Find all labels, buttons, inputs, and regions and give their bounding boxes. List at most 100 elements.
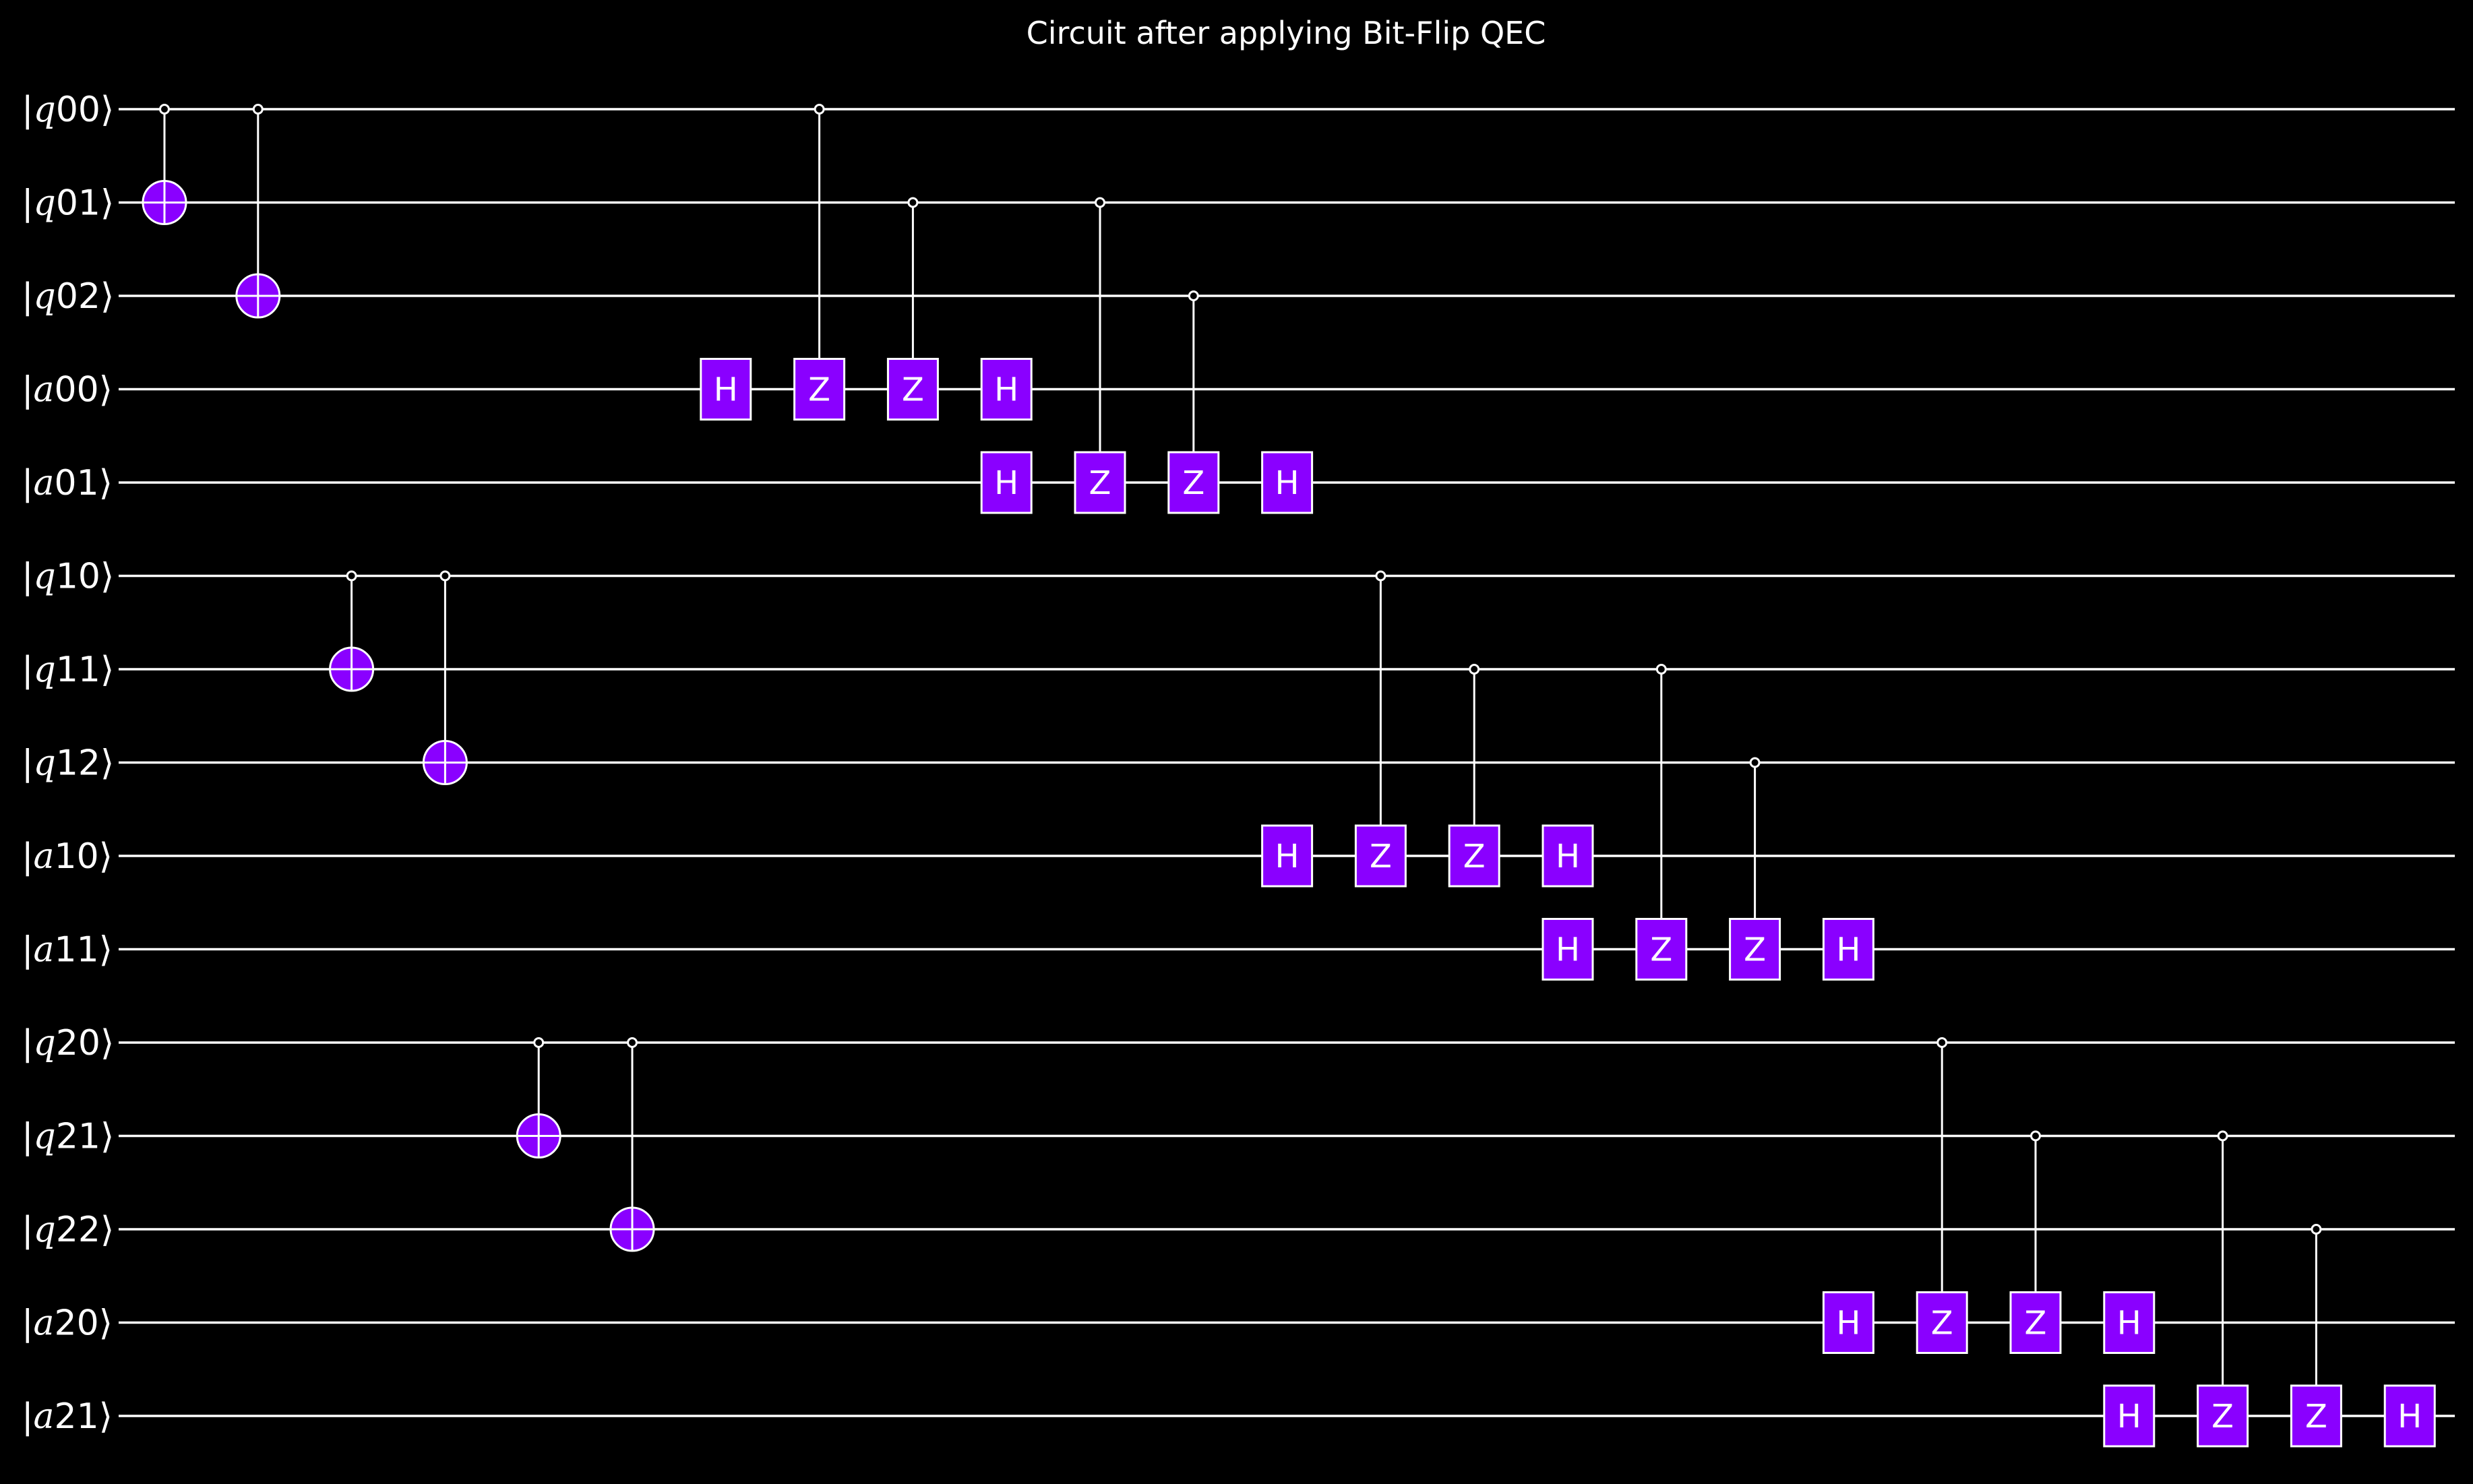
cz-control-dot — [1655, 664, 1667, 675]
h-gate: H — [1261, 824, 1314, 888]
cz-control-dot — [1749, 757, 1761, 768]
ket-open: | — [22, 1303, 34, 1344]
qubit-index: 11⟩ — [55, 930, 113, 970]
z-gate-box — [793, 358, 846, 421]
h-gate: H — [980, 451, 1033, 514]
z-gate-label: Z — [1931, 1305, 1953, 1342]
z-gate: Z — [2290, 1384, 2342, 1448]
ket-open: | — [22, 930, 34, 970]
qubit-var: a — [34, 1303, 55, 1344]
z-gate: Z — [1448, 824, 1500, 888]
ket-open: | — [22, 836, 34, 877]
z-gate: Z — [1167, 451, 1220, 514]
cnot-target — [329, 646, 375, 692]
h-gate: H — [1822, 918, 1874, 981]
cz-control-dot — [2311, 1224, 2322, 1235]
h-gate-label: H — [2398, 1398, 2422, 1435]
ket-open: | — [22, 1117, 34, 1157]
cx-control-dot — [627, 1037, 638, 1048]
h-gate: H — [1822, 1291, 1874, 1354]
cz-control-dot — [1375, 570, 1386, 582]
z-gate-label: Z — [808, 371, 830, 409]
z-gate-label: Z — [1463, 838, 1486, 875]
cx-control-dot — [252, 104, 264, 115]
z-gate-box — [1167, 451, 1220, 514]
cz-control-dot — [1188, 290, 1199, 301]
qubit-index: 10⟩ — [55, 836, 113, 877]
cz-control-dot — [1095, 197, 1105, 208]
qubit-index: 21⟩ — [55, 1396, 113, 1437]
z-gate-box — [2197, 1384, 2249, 1448]
qubit-var: q — [34, 90, 56, 130]
h-gate-label: H — [1556, 838, 1580, 875]
z-gate-label: Z — [1089, 464, 1111, 502]
ket-open: | — [22, 743, 34, 784]
z-gate-box — [886, 358, 939, 421]
qubit-index: 20⟩ — [55, 1303, 113, 1344]
qubit-label-q01: |q01⟩ — [22, 183, 114, 224]
z-gate: Z — [886, 358, 939, 421]
h-gate-box — [980, 451, 1033, 514]
ket-open: | — [22, 1210, 34, 1250]
h-gate-label: H — [1275, 838, 1300, 875]
ket-open: | — [22, 90, 34, 130]
qubit-label-q12: |q12⟩ — [22, 743, 114, 784]
qubit-label-q11: |q11⟩ — [22, 650, 114, 690]
qubit-index: 10⟩ — [56, 557, 114, 597]
qubit-index: 00⟩ — [56, 90, 114, 130]
h-gate: H — [2383, 1384, 2436, 1448]
z-gate-box — [2290, 1384, 2342, 1448]
h-gate-box — [1822, 918, 1874, 981]
h-gate: H — [700, 358, 752, 421]
qubit-var: a — [34, 930, 55, 970]
z-gate: Z — [1635, 918, 1688, 981]
z-gate: Z — [2197, 1384, 2249, 1448]
cx-control-dot — [439, 570, 451, 582]
h-gate-box — [2103, 1384, 2156, 1448]
qubit-label-q02: |q02⟩ — [22, 276, 114, 317]
qubit-label-q21: |q21⟩ — [22, 1117, 114, 1157]
cz-control-dot — [1469, 664, 1480, 675]
ket-open: | — [22, 183, 34, 224]
cz-control-dot — [2217, 1130, 2228, 1142]
ket-open: | — [22, 557, 34, 597]
qubit-label-q00: |q00⟩ — [22, 90, 114, 130]
h-gate-box — [700, 358, 752, 421]
h-gate-label: H — [994, 371, 1018, 409]
cnot-target — [609, 1206, 655, 1252]
cnot-target — [142, 180, 187, 225]
gates: H Z Z H H Z Z H H Z Z H H Z Z H H Z Z H H Z Z H — [142, 104, 2436, 1448]
z-gate-label: Z — [902, 371, 924, 409]
z-gate-label: Z — [2211, 1398, 2234, 1435]
ket-open: | — [22, 370, 34, 410]
h-gate: H — [2103, 1291, 2156, 1354]
h-gate-box — [1261, 451, 1314, 514]
cx-control-dot — [346, 570, 357, 582]
control-links — [163, 109, 2317, 1386]
cz-control-dot — [907, 197, 919, 208]
z-gate-box — [2009, 1291, 2062, 1354]
qubit-var: q — [34, 1023, 56, 1063]
cnot-target — [422, 740, 468, 785]
h-gate: H — [1541, 824, 1594, 888]
ket-open: | — [22, 650, 34, 690]
qubit-index: 22⟩ — [56, 1210, 114, 1250]
h-gate-label: H — [1556, 931, 1580, 969]
qubit-var: a — [34, 836, 55, 877]
h-gate-label: H — [2117, 1398, 2141, 1435]
qubit-index: 20⟩ — [56, 1023, 114, 1063]
z-gate-box — [1448, 824, 1500, 888]
qubit-label-a10: |a10⟩ — [22, 836, 113, 877]
z-gate: Z — [1074, 451, 1126, 514]
qubit-label-a01: |a01⟩ — [22, 463, 113, 503]
cnot-target — [516, 1113, 561, 1158]
cz-control-dot — [2030, 1130, 2041, 1142]
z-gate-label: Z — [2025, 1305, 2047, 1342]
qubit-label-q10: |q10⟩ — [22, 557, 114, 597]
h-gate-box — [1541, 824, 1594, 888]
z-gate: Z — [1729, 918, 1781, 981]
h-gate-box — [2103, 1291, 2156, 1354]
z-gate-label: Z — [1650, 931, 1672, 969]
h-gate-label: H — [714, 371, 738, 409]
